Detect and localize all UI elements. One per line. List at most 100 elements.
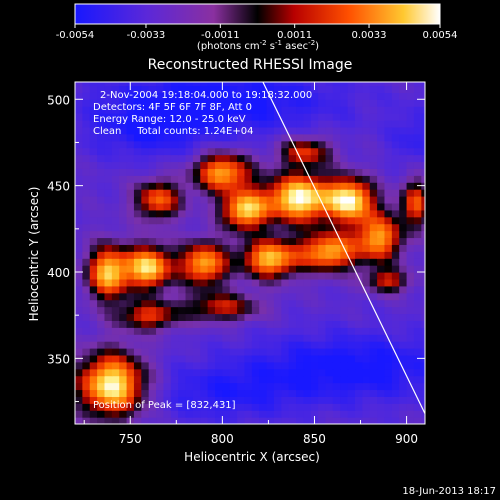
heatmap-cell: [288, 320, 297, 328]
heatmap-cell: [421, 202, 425, 211]
heatmap-cell: [192, 120, 201, 128]
heatmap-cell: [244, 223, 253, 232]
heatmap-cell: [156, 285, 165, 294]
heatmap-cell: [391, 251, 400, 259]
heatmap-cell: [259, 223, 268, 232]
heatmap-cell: [303, 292, 312, 301]
heatmap-cell: [362, 334, 371, 342]
heatmap-cell: [259, 244, 268, 252]
heatmap-cell: [75, 140, 83, 149]
heatmap-cell: [141, 265, 150, 273]
heatmap-cell: [347, 202, 356, 211]
heatmap-cell: [126, 168, 135, 176]
heatmap-cell: [251, 120, 260, 128]
heatmap-cell: [89, 258, 98, 266]
heatmap-cell: [111, 320, 120, 328]
heatmap-cell: [200, 244, 209, 252]
heatmap-cell: [391, 244, 400, 252]
heatmap-cell: [259, 175, 268, 183]
heatmap-cell: [355, 189, 363, 197]
heatmap-cell: [178, 272, 187, 280]
heatmap-cell: [156, 348, 165, 356]
heatmap-cell: [266, 126, 275, 135]
heatmap-cell: [200, 265, 209, 273]
heatmap-cell: [178, 106, 187, 114]
heatmap-cell: [369, 334, 378, 342]
heatmap-cell: [251, 389, 260, 397]
heatmap-cell: [75, 285, 83, 294]
heatmap-cell: [229, 327, 238, 335]
heatmap-cell: [325, 389, 334, 397]
heatmap-cell: [156, 168, 165, 176]
heatmap-cell: [89, 189, 98, 197]
heatmap-cell: [251, 341, 260, 349]
heatmap-cell: [377, 120, 386, 128]
heatmap-cell: [259, 202, 268, 211]
heatmap-cell: [215, 126, 223, 135]
heatmap-cell: [97, 265, 106, 273]
heatmap-cell: [251, 417, 260, 424]
heatmap-cell: [406, 161, 415, 169]
heatmap-cell: [273, 106, 282, 114]
solar-limb-line: [262, 82, 425, 414]
heatmap-cell: [391, 278, 400, 287]
heatmap-cell: [82, 410, 91, 418]
heatmap-cell: [296, 265, 305, 273]
heatmap-cell: [229, 182, 238, 190]
heatmap-cell: [318, 375, 327, 384]
heatmap-cell: [399, 113, 408, 121]
heatmap-cell: [281, 292, 290, 301]
heatmap-cell: [362, 265, 371, 273]
heatmap-cell: [340, 368, 349, 377]
heatmap-cell: [119, 85, 128, 93]
heatmap-cell: [163, 189, 172, 197]
heatmap-cell: [178, 251, 187, 259]
heatmap-cell: [82, 182, 91, 190]
heatmap-cell: [170, 396, 179, 404]
heatmap-cell: [141, 209, 150, 218]
heatmap-cell: [207, 382, 216, 391]
heatmap-cell: [391, 382, 400, 391]
heatmap-cell: [288, 161, 297, 169]
heatmap-cell: [82, 230, 91, 239]
heatmap-cell: [406, 189, 415, 197]
heatmap-cell: [303, 265, 312, 273]
heatmap-cell: [303, 120, 312, 128]
annotations: 2-Nov-2004 19:18:04.000 to 19:18:32.000 …: [93, 90, 312, 411]
heatmap-cell: [185, 389, 194, 397]
heatmap-cell: [111, 82, 120, 87]
heatmap-cell: [170, 306, 179, 315]
heatmap-cell: [119, 382, 128, 391]
annotation-time-range: 2-Nov-2004 19:18:04.000 to 19:18:32.000: [100, 90, 312, 101]
heatmap-cell: [75, 258, 83, 266]
heatmap-cell: [347, 244, 356, 252]
heatmap-cell: [266, 223, 275, 232]
heatmap-cell: [259, 348, 268, 356]
heatmap-cell: [318, 313, 327, 321]
heatmap-cell: [325, 189, 334, 197]
heatmap-cell: [229, 368, 238, 377]
heatmap-cell: [266, 272, 275, 280]
heatmap-cell: [288, 272, 297, 280]
heatmap-cell: [406, 285, 415, 294]
heatmap-cell: [222, 361, 231, 370]
heatmap-cell: [391, 327, 400, 335]
heatmap-cell: [111, 223, 120, 232]
heatmap-cell: [237, 223, 246, 232]
heatmap-cell: [178, 126, 187, 135]
heatmap-cell: [148, 175, 157, 183]
heatmap-cell: [259, 403, 268, 411]
heatmap-cell: [251, 189, 260, 197]
heatmap-cell: [192, 237, 201, 245]
heatmap-cell: [148, 209, 157, 218]
heatmap-cell: [148, 258, 157, 266]
heatmap-cell: [89, 299, 98, 308]
heatmap-cell: [170, 265, 179, 273]
heatmap-cell: [111, 126, 120, 135]
heatmap-cell: [111, 396, 120, 404]
heatmap-cell: [421, 189, 425, 197]
heatmap-cell: [170, 147, 179, 156]
heatmap-cell: [413, 85, 422, 93]
heatmap-cell: [377, 327, 386, 335]
heatmap-cell: [310, 341, 319, 349]
